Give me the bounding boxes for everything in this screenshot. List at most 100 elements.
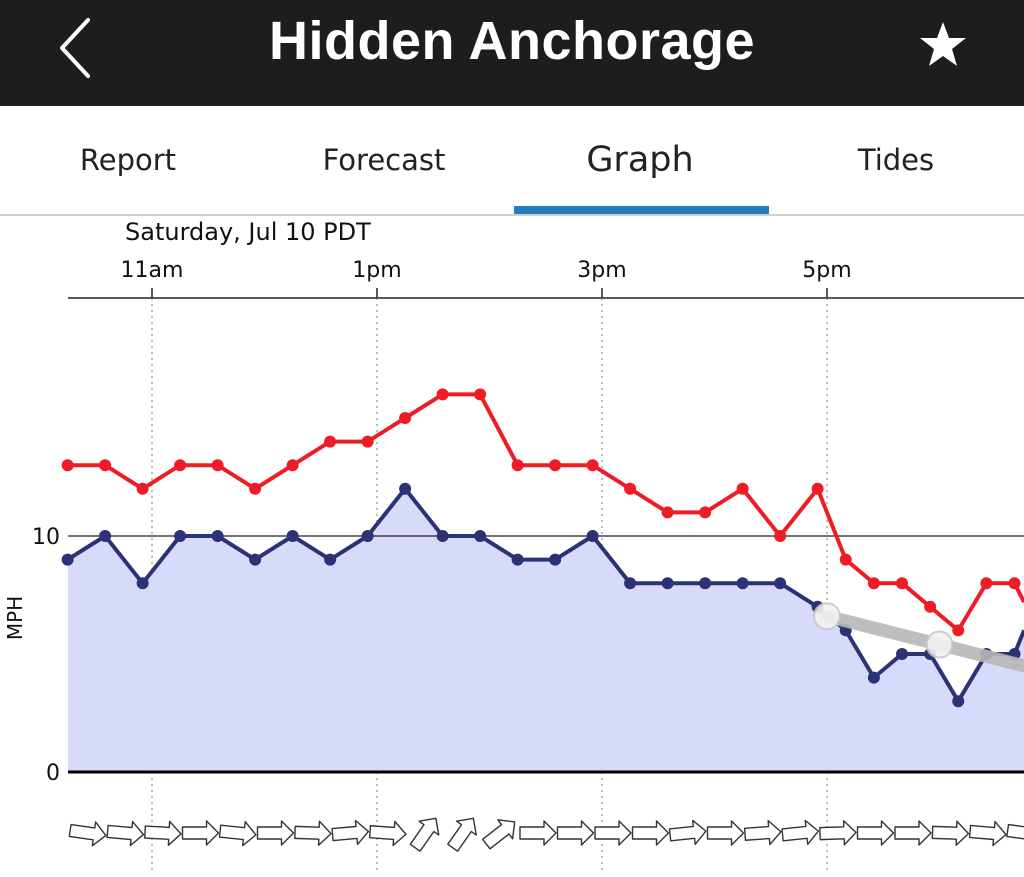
gust-wind-point [136, 482, 149, 495]
wind-direction-arrow [594, 820, 632, 846]
gust-wind-point [361, 435, 374, 448]
wind-direction-arrow [256, 820, 295, 846]
y-tick-label: 10 [32, 525, 60, 550]
avg-wind-point [99, 530, 112, 542]
avg-wind-point [286, 530, 299, 542]
wind-direction-arrow [106, 820, 145, 847]
tab-forecast[interactable]: Forecast [322, 143, 446, 177]
active-tab-indicator [514, 206, 769, 214]
wind-direction-arrow [481, 819, 516, 850]
gust-wind-point [511, 459, 524, 472]
gust-wind-point [286, 459, 299, 472]
wind-graph-svg: Saturday, Jul 10 PDT 11am 1pm 3pm 5pm 0 10 M… [3, 218, 1024, 873]
avg-wind-point [699, 577, 712, 590]
trend-handle[interactable] [925, 630, 954, 659]
trend-handle[interactable] [813, 602, 841, 631]
favorite-button[interactable] [916, 18, 970, 72]
avg-wind-point [474, 530, 487, 542]
x-tick-label: 5pm [802, 258, 851, 283]
wind-direction-arrow [519, 820, 557, 846]
gust-wind-point [99, 459, 112, 472]
gust-wind-point [1008, 577, 1021, 590]
gust-wind-point [174, 459, 187, 472]
gust-wind-point [811, 482, 824, 495]
header-bar: Hidden Anchorage [0, 0, 1024, 106]
x-tick-label: 11am [121, 258, 184, 283]
back-button[interactable] [44, 12, 114, 82]
wind-direction-arrow [294, 820, 332, 846]
gust-wind-point [211, 459, 224, 472]
gust-wind-point [249, 482, 262, 495]
wind-direction-arrow [781, 819, 820, 846]
trend-line [820, 609, 1024, 673]
avg-wind-point [361, 530, 374, 542]
gust-wind-point [952, 624, 965, 637]
gust-wind-point [924, 600, 937, 613]
gust-wind-point [736, 482, 749, 495]
gust-wind-point [867, 577, 880, 590]
wind-direction-arrow [631, 820, 670, 846]
wind-direction-row [68, 817, 1024, 852]
wind-direction-arrow [894, 820, 932, 846]
gust-wind-point [624, 482, 637, 495]
gust-wind-point [549, 459, 562, 472]
wind-direction-arrow [556, 820, 595, 846]
wind-chart[interactable]: Saturday, Jul 10 PDT 11am 1pm 3pm 5pm 0 10 M… [0, 216, 1024, 873]
wind-direction-arrow [218, 820, 257, 847]
avg-wind-point [249, 553, 262, 566]
plot-area: 0 10 [32, 388, 1024, 786]
star-icon [920, 22, 966, 66]
tab-tides[interactable]: Tides [857, 143, 935, 177]
wind-direction-arrow [144, 820, 182, 846]
wind-direction-arrow [181, 820, 220, 846]
wind-direction-arrow [931, 820, 970, 846]
tab-graph[interactable]: Graph [586, 140, 694, 180]
gust-wind-point [774, 530, 787, 542]
gust-wind-point [474, 388, 487, 401]
wind-direction-arrow [447, 817, 477, 852]
avg-wind-point [952, 695, 965, 708]
wind-direction-arrow [743, 819, 782, 846]
gust-wind-point [896, 577, 908, 590]
avg-wind-point [436, 530, 449, 542]
date-label: Saturday, Jul 10 PDT [125, 218, 371, 246]
page-title: Hidden Anchorage [268, 11, 756, 71]
avg-wind-point [136, 577, 149, 590]
avg-wind-point [174, 530, 187, 542]
wind-direction-arrow [409, 817, 440, 852]
avg-wind-point [661, 577, 674, 590]
x-gridlines: 11am 1pm 3pm 5pm [121, 258, 852, 873]
tab-bar: Report Forecast Graph Tides [0, 106, 1024, 216]
avg-area-fill [67, 488, 1024, 772]
x-tick-label: 3pm [577, 258, 626, 283]
avg-wind-point [211, 530, 224, 542]
gust-wind-point [839, 553, 852, 566]
wind-direction-arrow [968, 820, 1007, 847]
gust-wind-point [699, 506, 712, 519]
wind-direction-arrow [819, 820, 857, 846]
avg-wind-point [549, 553, 562, 566]
gust-wind-point [980, 577, 993, 590]
avg-wind-point [61, 553, 74, 566]
gust-wind-point [61, 459, 74, 472]
wind-direction-arrow [1006, 821, 1024, 847]
y-tick-label: 0 [46, 761, 60, 786]
wind-direction-arrow [368, 820, 407, 847]
wind-direction-arrow [856, 820, 895, 846]
avg-wind-point [867, 671, 880, 684]
avg-wind-point [324, 553, 337, 566]
y-axis-label: MPH [3, 596, 27, 640]
gust-wind-line [65, 392, 1024, 633]
chevron-left-icon [60, 18, 90, 78]
avg-wind-point [511, 553, 524, 566]
wind-direction-arrow [668, 819, 707, 846]
gust-wind-point [324, 435, 337, 448]
tab-report[interactable]: Report [79, 143, 177, 177]
avg-wind-point [624, 577, 637, 590]
gust-wind-point [661, 506, 674, 519]
x-tick-label: 1pm [352, 258, 401, 283]
wind-direction-arrow [706, 820, 745, 846]
avg-wind-point [399, 482, 412, 495]
gust-wind-point [436, 388, 449, 401]
gust-wind-point [586, 459, 599, 472]
